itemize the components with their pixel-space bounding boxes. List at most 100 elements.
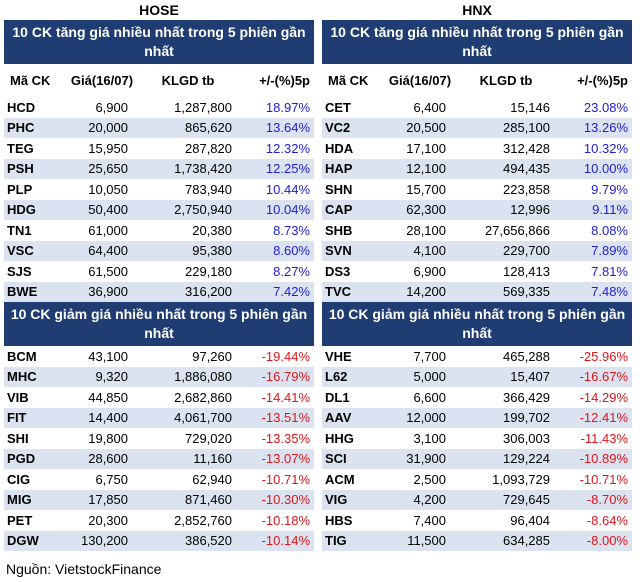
table-row: PSH 25,650 1,738,420 12.25% xyxy=(4,158,314,179)
exchange-title: HOSE xyxy=(139,2,179,18)
table-row: CIG 6,750 62,940 -10.71% xyxy=(4,469,314,490)
avg-volume: 312,428 xyxy=(503,140,550,156)
stock-price: 20,500 xyxy=(406,120,446,136)
change-percent: -10.30% xyxy=(261,492,310,508)
change-percent: 8.27% xyxy=(273,263,310,279)
table-row: SHB 28,100 27,656,866 8.08% xyxy=(322,220,632,241)
change-percent: -12.41% xyxy=(579,410,628,426)
table-row: HDA 17,100 312,428 10.32% xyxy=(322,138,632,159)
table-row: FIT 14,400 4,061,700 -13.51% xyxy=(4,407,314,428)
stock-code: TVC xyxy=(325,284,351,300)
change-percent: -10.71% xyxy=(579,471,628,487)
stock-code: MIG xyxy=(7,492,32,508)
stock-code: HCD xyxy=(7,99,36,115)
table-row: SHI 19,800 729,020 -13.35% xyxy=(4,428,314,449)
header-price: Giá(16/07) xyxy=(70,72,134,88)
stock-code: PLP xyxy=(7,181,33,197)
table-row: MIG 17,850 871,460 -10.30% xyxy=(4,489,314,510)
avg-volume: 465,288 xyxy=(503,348,550,364)
table-row: DS3 6,900 128,413 7.81% xyxy=(322,261,632,282)
avg-volume: 229,700 xyxy=(503,243,550,259)
stock-code: DL1 xyxy=(325,389,350,405)
stock-code: CAP xyxy=(325,202,353,218)
stock-code: MHC xyxy=(7,369,37,385)
table-row: PET 20,300 2,852,760 -10.18% xyxy=(4,510,314,531)
stock-price: 43,100 xyxy=(88,348,128,364)
table-row: TN1 61,000 20,380 8.73% xyxy=(4,220,314,241)
stock-code: VIG xyxy=(325,492,348,508)
change-percent: -16.67% xyxy=(579,369,628,385)
stock-price: 15,700 xyxy=(406,181,446,197)
stock-price: 6,750 xyxy=(95,471,128,487)
stock-price: 31,900 xyxy=(406,451,446,467)
stock-price: 10,050 xyxy=(88,181,128,197)
table-row: HAP 12,100 494,435 10.00% xyxy=(322,158,632,179)
avg-volume: 199,702 xyxy=(503,410,550,426)
avg-volume: 20,380 xyxy=(192,222,232,238)
change-percent: 9.79% xyxy=(591,181,628,197)
stock-price: 12,100 xyxy=(406,161,446,177)
table-row: ACM 2,500 1,093,729 -10.71% xyxy=(322,469,632,490)
header-code: Mã CK xyxy=(10,72,51,88)
table-row: VIB 44,850 2,682,860 -14.41% xyxy=(4,387,314,408)
avg-volume: 865,620 xyxy=(185,120,232,136)
source-note: Nguồn: VietstockFinance xyxy=(6,561,162,577)
change-percent: -10.18% xyxy=(261,512,310,528)
avg-volume: 306,003 xyxy=(503,430,550,446)
avg-volume: 569,335 xyxy=(503,284,550,300)
stock-code: SJS xyxy=(7,263,32,279)
losers-title: 10 CK giảm giá nhiều nhất trong 5 phiên … xyxy=(4,302,314,346)
table-row: PGD 28,600 11,160 -13.07% xyxy=(4,448,314,469)
avg-volume: 128,413 xyxy=(503,263,550,279)
exchange-title: HNX xyxy=(462,2,492,18)
table-row: DGW 130,200 386,520 -10.14% xyxy=(4,530,314,551)
change-percent: -10.14% xyxy=(261,533,310,549)
change-percent: -16.79% xyxy=(261,369,310,385)
avg-volume: 287,820 xyxy=(185,140,232,156)
avg-volume: 1,738,420 xyxy=(174,161,232,177)
stock-code: VC2 xyxy=(325,120,351,136)
table-row: L62 5,000 15,407 -16.67% xyxy=(322,366,632,387)
table-row: AAV 12,000 199,702 -12.41% xyxy=(322,407,632,428)
gainers-title: 10 CK tăng giá nhiều nhất trong 5 phiên … xyxy=(322,20,632,64)
stock-code: VHE xyxy=(325,348,352,364)
change-percent: 7.89% xyxy=(591,243,628,259)
avg-volume: 1,093,729 xyxy=(492,471,550,487)
avg-volume: 2,852,760 xyxy=(174,512,232,528)
avg-volume: 285,100 xyxy=(503,120,550,136)
table-row: MHC 9,320 1,886,080 -16.79% xyxy=(4,366,314,387)
stock-price: 6,900 xyxy=(413,263,446,279)
stock-price: 19,800 xyxy=(88,430,128,446)
stock-price: 61,000 xyxy=(88,222,128,238)
stock-price: 7,700 xyxy=(413,348,446,364)
change-percent: -10.71% xyxy=(261,471,310,487)
stock-code: PHC xyxy=(7,120,35,136)
change-percent: 10.44% xyxy=(265,181,310,197)
avg-volume: 12,996 xyxy=(510,202,550,218)
stock-price: 4,200 xyxy=(413,492,446,508)
stock-code: CIG xyxy=(7,471,31,487)
stock-price: 28,600 xyxy=(88,451,128,467)
stock-code: SVN xyxy=(325,243,352,259)
change-percent: 12.32% xyxy=(265,140,310,156)
gainers-title: 10 CK tăng giá nhiều nhất trong 5 phiên … xyxy=(4,20,314,64)
avg-volume: 871,460 xyxy=(185,492,232,508)
change-percent: 18.97% xyxy=(265,99,310,115)
stock-price: 6,400 xyxy=(413,99,446,115)
header-price: Giá(16/07) xyxy=(388,72,452,88)
stock-code: FIT xyxy=(7,410,27,426)
header-change: +/-(%)5p xyxy=(259,72,310,88)
header-volume: KLGD tb xyxy=(161,72,215,88)
change-percent: -19.44% xyxy=(261,348,310,364)
stock-price: 5,000 xyxy=(413,369,446,385)
change-percent: 7.81% xyxy=(591,263,628,279)
avg-volume: 783,940 xyxy=(185,181,232,197)
table-row: VSC 64,400 95,380 8.60% xyxy=(4,240,314,261)
table-row: DL1 6,600 366,429 -14.29% xyxy=(322,387,632,408)
avg-volume: 229,180 xyxy=(185,263,232,279)
avg-volume: 129,224 xyxy=(503,451,550,467)
change-percent: 13.64% xyxy=(265,120,310,136)
avg-volume: 27,656,866 xyxy=(484,222,550,238)
stock-code: PET xyxy=(7,512,33,528)
stock-price: 14,400 xyxy=(88,410,128,426)
